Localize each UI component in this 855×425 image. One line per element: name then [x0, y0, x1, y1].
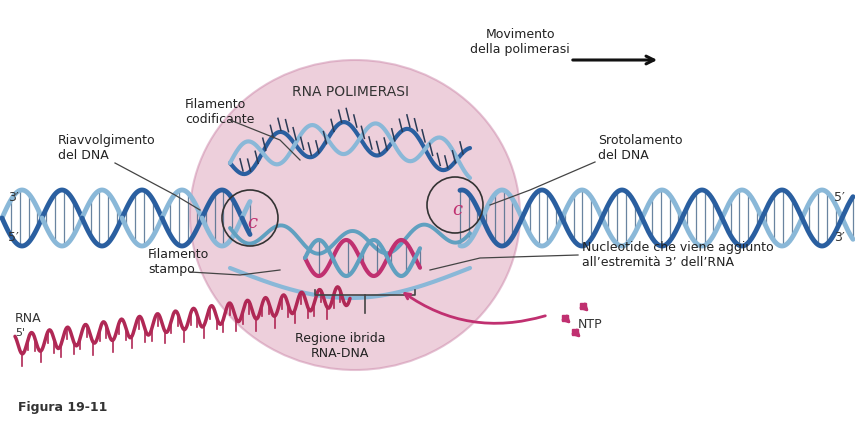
Text: Filamento
stampo: Filamento stampo: [148, 248, 209, 276]
Text: Regione ibrida
RNA-DNA: Regione ibrida RNA-DNA: [295, 332, 386, 360]
Text: 5': 5': [15, 328, 25, 338]
Text: Movimento
della polimerasi: Movimento della polimerasi: [470, 28, 570, 56]
Text: 5′: 5′: [834, 190, 845, 204]
Text: Nucleotide che viene aggiunto
all’estremità 3’ dell’RNA: Nucleotide che viene aggiunto all’estrem…: [582, 241, 774, 269]
Text: NTP: NTP: [578, 318, 603, 332]
Text: c: c: [247, 214, 257, 232]
Text: Riavvolgimento
del DNA: Riavvolgimento del DNA: [58, 134, 156, 162]
Text: c: c: [452, 201, 462, 219]
Text: 3′: 3′: [834, 230, 845, 244]
Text: 3′: 3′: [8, 190, 19, 204]
Text: 5′: 5′: [8, 230, 19, 244]
Ellipse shape: [190, 60, 520, 370]
Text: RNA POLIMERASI: RNA POLIMERASI: [292, 85, 409, 99]
Text: Filamento
codificante: Filamento codificante: [185, 98, 255, 126]
Text: Srotolamento
del DNA: Srotolamento del DNA: [598, 134, 682, 162]
Text: RNA: RNA: [15, 312, 42, 325]
Text: Figura 19-11: Figura 19-11: [18, 402, 108, 414]
